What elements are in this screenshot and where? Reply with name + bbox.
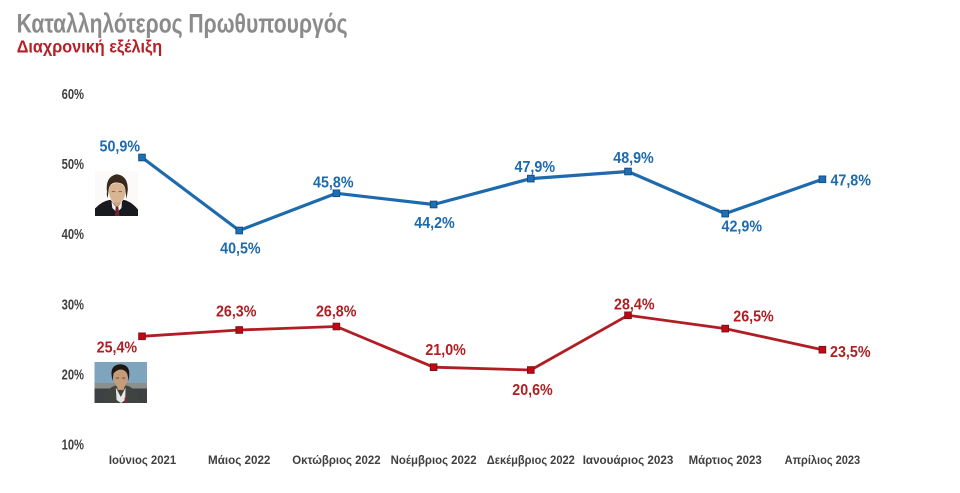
svg-text:25,4%: 25,4% <box>97 340 138 357</box>
svg-text:10%: 10% <box>62 438 84 454</box>
svg-text:Ιανουάριος 2023: Ιανουάριος 2023 <box>583 453 674 467</box>
svg-text:Νοέμβριος 2022: Νοέμβριος 2022 <box>391 453 477 467</box>
svg-text:20%: 20% <box>62 367 84 383</box>
svg-text:40,5%: 40,5% <box>220 241 261 258</box>
svg-text:Καταλληλότερος Πρωθυπουργός: Καταλληλότερος Πρωθυπουργός <box>17 8 348 38</box>
svg-text:26,3%: 26,3% <box>216 303 257 320</box>
svg-text:50%: 50% <box>62 157 84 173</box>
svg-text:20,6%: 20,6% <box>512 382 553 399</box>
svg-text:Διαχρονική εξέλιξη: Διαχρονική εξέλιξη <box>17 37 163 58</box>
svg-text:Μάιος 2022: Μάιος 2022 <box>208 453 271 467</box>
svg-text:23,5%: 23,5% <box>830 344 871 361</box>
svg-text:30%: 30% <box>62 297 84 313</box>
svg-text:45,8%: 45,8% <box>313 175 354 192</box>
svg-text:60%: 60% <box>62 87 84 103</box>
svg-text:48,9%: 48,9% <box>613 150 654 167</box>
svg-text:47,9%: 47,9% <box>515 159 556 176</box>
svg-text:28,4%: 28,4% <box>614 296 655 313</box>
svg-text:Ιούνιος 2021: Ιούνιος 2021 <box>109 453 177 467</box>
svg-text:42,9%: 42,9% <box>722 219 763 236</box>
svg-text:Απρίλιος 2023: Απρίλιος 2023 <box>785 453 861 467</box>
svg-text:40%: 40% <box>62 227 84 243</box>
svg-text:50,9%: 50,9% <box>100 138 141 155</box>
svg-text:47,8%: 47,8% <box>830 173 871 190</box>
svg-text:Μάρτιος 2023: Μάρτιος 2023 <box>689 453 762 467</box>
svg-text:Οκτώβριος 2022: Οκτώβριος 2022 <box>292 453 381 467</box>
svg-text:26,8%: 26,8% <box>316 303 357 320</box>
svg-text:26,5%: 26,5% <box>733 308 774 325</box>
svg-text:44,2%: 44,2% <box>414 215 455 232</box>
svg-text:21,0%: 21,0% <box>425 342 466 359</box>
svg-text:Δεκέμβριος 2022: Δεκέμβριος 2022 <box>487 453 575 467</box>
